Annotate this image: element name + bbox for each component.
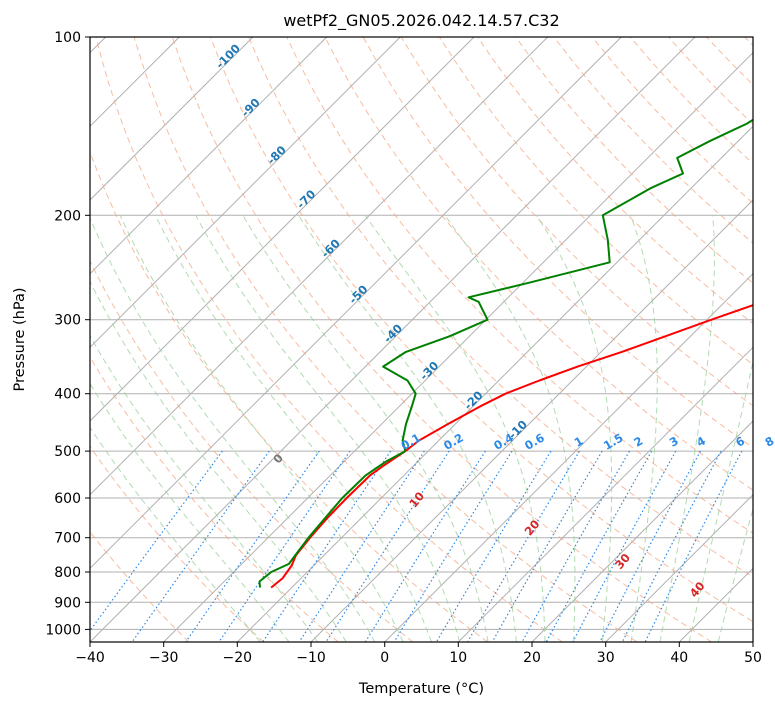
dry-adiabat-line — [286, 37, 753, 534]
moist-adiabat-line — [90, 334, 319, 642]
y-tick-label: 500 — [54, 444, 81, 460]
mixing-ratio-line — [521, 450, 631, 642]
y-tick-label: 1000 — [45, 622, 81, 638]
moist-adiabat-line — [90, 280, 347, 642]
chart-title: wetPf2_GN05.2026.042.14.57.C32 — [283, 11, 559, 31]
y-tick-label: 200 — [54, 208, 81, 224]
isotherm-line — [384, 272, 753, 642]
mixing-ratio-line — [621, 450, 722, 642]
y-tick-label: 800 — [54, 565, 81, 581]
x-tick-label: 50 — [744, 650, 762, 666]
y-tick-label: 300 — [54, 313, 81, 329]
mixing-ratio-line — [218, 450, 351, 642]
moist-adiabat-line — [90, 426, 261, 642]
x-tick-label: −20 — [223, 650, 253, 666]
x-tick-label: 10 — [449, 650, 467, 666]
moist-adiabat-line — [90, 216, 376, 642]
moist-adiabat-line — [630, 215, 658, 642]
moist-adiabat-line — [195, 215, 461, 642]
y-tick-label: 900 — [54, 595, 81, 611]
moist-adiabat-line — [364, 215, 546, 642]
y-tick-label: 600 — [54, 491, 81, 507]
isotherm-line — [752, 641, 753, 642]
dry-adiabat-line — [210, 37, 753, 623]
dry-adiabat-line — [95, 37, 563, 642]
isotherm-line — [605, 493, 753, 642]
x-tick-label: −40 — [75, 650, 105, 666]
mixing-ratio-label: 8 — [763, 434, 775, 450]
y-tick-label: 100 — [54, 30, 81, 46]
moist-adiabat-line — [444, 215, 576, 642]
moist-adiabat-line — [242, 215, 489, 642]
x-tick-label: 30 — [597, 650, 615, 666]
x-tick-label: −10 — [296, 650, 326, 666]
x-tick-label: 40 — [670, 650, 688, 666]
plot-frame — [89, 36, 754, 643]
isotherm-line — [90, 37, 549, 496]
mixing-ratio-line — [491, 450, 603, 642]
isotherm-line — [90, 37, 328, 275]
background-lines — [90, 37, 753, 642]
x-axis-label: Temperature (°C) — [358, 681, 484, 697]
mixing-ratio-line — [572, 450, 677, 642]
dry-adiabat-line — [90, 356, 339, 642]
mixing-ratio-line — [90, 450, 223, 632]
isotherm-line — [90, 37, 254, 201]
moist-adiabat-line — [90, 382, 290, 642]
isotherm-line — [531, 420, 753, 642]
dewpoint-profile-line — [258, 118, 753, 588]
mixing-ratio-line — [298, 450, 425, 642]
moist-adiabat-line — [119, 215, 404, 642]
mixing-ratio-line — [599, 450, 702, 642]
temperature-profile-line — [270, 304, 753, 589]
y-axis-ticks: 100 200 300 400 500 600 700 800 900 1000 — [45, 30, 90, 638]
moist-adiabat-line — [659, 215, 715, 642]
y-tick-label: 700 — [54, 531, 81, 547]
isotherm-line — [236, 125, 753, 642]
x-tick-label: 20 — [523, 650, 541, 666]
data-series — [258, 118, 753, 589]
mixing-ratio-line — [185, 450, 320, 642]
x-tick-label: −30 — [149, 650, 179, 666]
dry-adiabat-line — [90, 445, 264, 642]
moist-adiabat-line — [536, 215, 613, 642]
isotherm-line — [90, 37, 475, 422]
x-axis-ticks: −40 −30 −20 −10 0 10 20 30 40 50 — [75, 642, 762, 666]
dry-adiabat-line — [171, 37, 712, 642]
dry-adiabat-line — [324, 37, 753, 491]
dry-adiabat-line — [515, 37, 753, 284]
y-axis-label: Pressure (hPa) — [12, 287, 28, 391]
isotherm-line — [90, 37, 401, 349]
isotherm-line — [90, 37, 696, 642]
dry-adiabat-line — [90, 259, 414, 642]
mixing-ratio-line — [262, 450, 392, 642]
mixing-ratio-line — [393, 450, 513, 642]
plot-area — [90, 37, 753, 642]
isotherm-line — [457, 346, 753, 642]
y-tick-label: 400 — [54, 387, 81, 403]
mixing-ratio-line — [644, 450, 743, 642]
mixing-ratio-line — [545, 450, 653, 642]
isotherm-line — [163, 51, 753, 642]
isotherm-line — [90, 37, 622, 570]
dry-adiabat-line — [248, 37, 753, 578]
x-tick-label: 0 — [380, 650, 389, 666]
